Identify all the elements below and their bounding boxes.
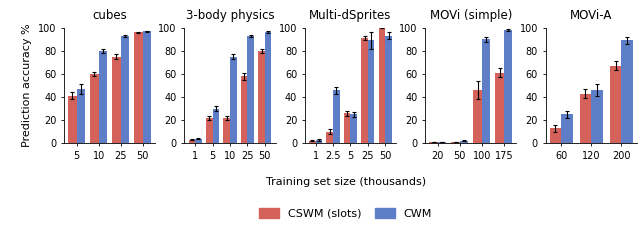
Bar	[361, 38, 368, 143]
Bar	[248, 36, 254, 143]
Bar	[134, 32, 143, 143]
Y-axis label: Prediction accuracy %: Prediction accuracy %	[22, 24, 33, 147]
Bar	[385, 36, 392, 143]
Bar	[258, 51, 265, 143]
Bar	[212, 109, 220, 143]
Bar	[223, 118, 230, 143]
Bar	[344, 113, 351, 143]
Bar	[316, 140, 322, 143]
Title: MOVi-A: MOVi-A	[570, 9, 612, 22]
Bar	[621, 40, 633, 143]
Bar	[495, 73, 504, 143]
Bar	[230, 57, 237, 143]
Bar	[143, 31, 151, 143]
Bar	[368, 40, 374, 143]
Text: Training set size (thousands): Training set size (thousands)	[266, 177, 426, 187]
Bar	[482, 39, 490, 143]
Bar	[460, 141, 468, 143]
Bar	[90, 74, 99, 143]
Bar	[451, 142, 460, 143]
Bar	[429, 142, 438, 143]
Bar	[195, 139, 202, 143]
Bar	[591, 90, 603, 143]
Title: 3-body physics: 3-body physics	[186, 9, 275, 22]
Bar	[610, 66, 621, 143]
Bar	[206, 118, 212, 143]
Bar	[438, 142, 446, 143]
Bar	[265, 32, 271, 143]
Bar	[561, 114, 573, 143]
Bar	[504, 30, 512, 143]
Bar	[120, 36, 129, 143]
Bar	[241, 76, 248, 143]
Title: Multi-dSprites: Multi-dSprites	[309, 9, 392, 22]
Bar	[99, 51, 107, 143]
Bar	[189, 140, 195, 143]
Bar	[351, 114, 357, 143]
Bar	[379, 28, 385, 143]
Bar	[333, 90, 340, 143]
Bar	[580, 94, 591, 143]
Bar	[326, 132, 333, 143]
Bar	[309, 141, 316, 143]
Bar	[112, 57, 120, 143]
Bar	[77, 89, 85, 143]
Bar	[550, 128, 561, 143]
Title: cubes: cubes	[92, 9, 127, 22]
Title: MOVi (simple): MOVi (simple)	[429, 9, 512, 22]
Bar	[68, 96, 77, 143]
Legend: CSWM (slots), CWM: CSWM (slots), CWM	[255, 204, 436, 223]
Bar	[474, 90, 482, 143]
